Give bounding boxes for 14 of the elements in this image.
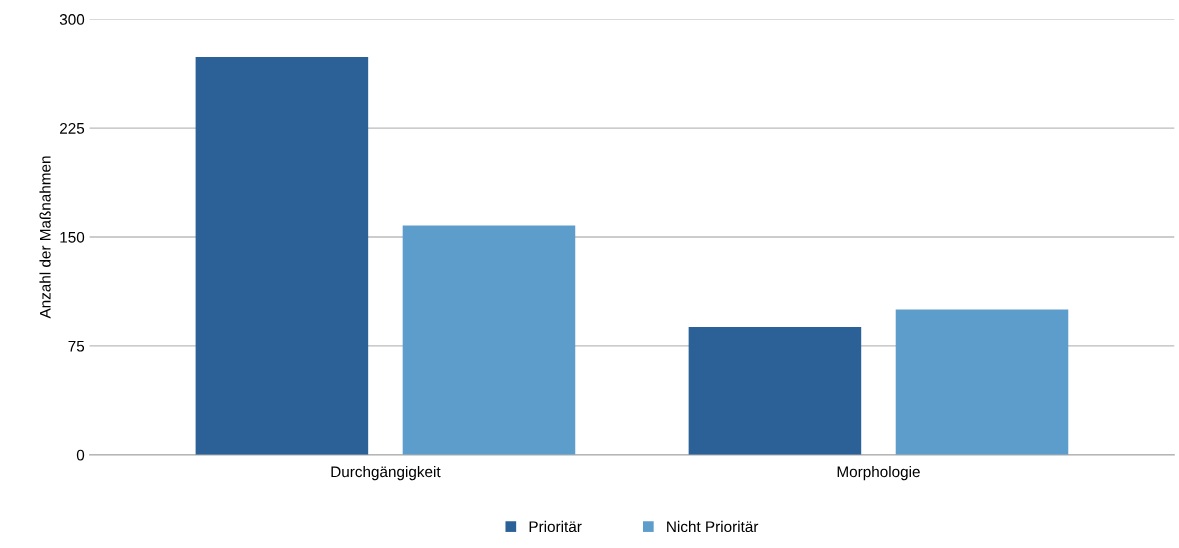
y-tick-label: 225 [60, 122, 85, 134]
x-tick-label: Durchgängigkeit [331, 465, 441, 481]
y-tick-label: 0 [76, 449, 85, 461]
legend-label: Prioritär [529, 520, 582, 533]
x-tick-label: Morphologie [837, 465, 920, 481]
y-tick-label: 150 [60, 231, 85, 243]
y-tick-label: 300 [59, 14, 85, 25]
bar [195, 56, 369, 455]
bar [402, 225, 576, 455]
legend-label: Nicht Prioritär [667, 520, 759, 533]
y-axis-title: Anzahl der Maßnahmen [39, 156, 51, 319]
bar [895, 309, 1069, 455]
y-tick-label: 75 [68, 340, 85, 352]
bar [688, 327, 862, 455]
